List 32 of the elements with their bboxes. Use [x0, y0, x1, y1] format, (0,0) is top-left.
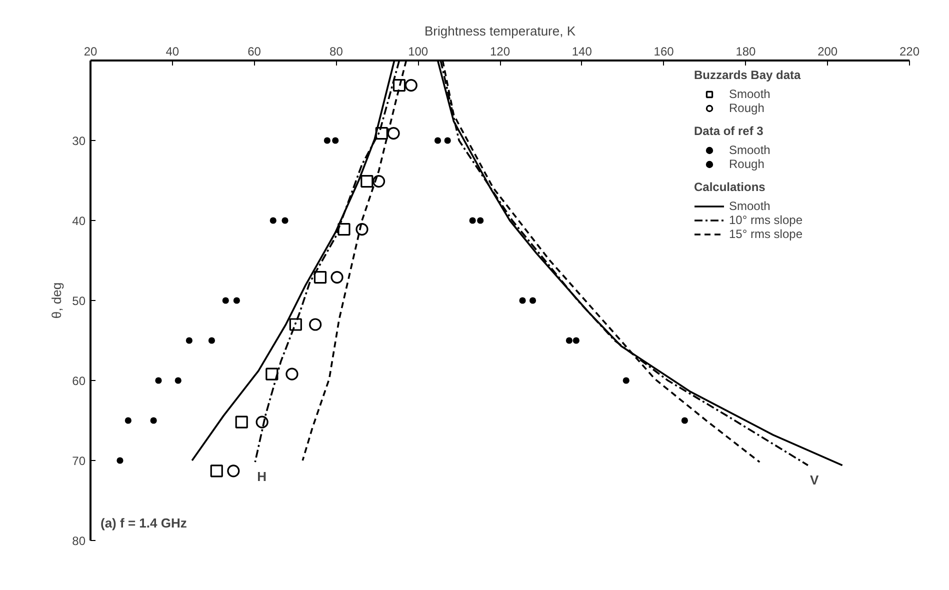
y-tick-label: 80 — [72, 534, 86, 548]
annotation: H — [257, 469, 267, 484]
x-axis-title: Brightness temperature, K — [424, 24, 576, 38]
legend-label: Rough — [729, 101, 764, 115]
x-tick-label: 20 — [84, 44, 98, 58]
x-tick-label: 160 — [654, 44, 674, 58]
legend-label: Smooth — [729, 199, 770, 213]
y-tick-label: 50 — [72, 294, 86, 308]
x-tick-label: 80 — [330, 44, 344, 58]
annotation: Data of ref 3 — [694, 124, 764, 138]
y-tick-label: 40 — [72, 214, 86, 228]
x-tick-label: 220 — [899, 44, 920, 58]
x-tick-label: 180 — [736, 44, 756, 58]
x-tick-label: 40 — [166, 44, 180, 58]
legend-label: 15° rms slope — [729, 227, 802, 241]
y-axis-title: θ, deg — [49, 282, 64, 319]
legend-label: Rough — [729, 157, 764, 171]
x-tick-label: 60 — [248, 44, 262, 58]
legend-label: 10° rms slope — [729, 213, 802, 227]
y-tick-label: 60 — [72, 374, 86, 388]
legend-label: Smooth — [729, 87, 770, 101]
x-tick-label: 140 — [572, 44, 592, 58]
y-tick-label: 30 — [72, 134, 86, 148]
annotation: V — [810, 472, 819, 488]
legend-label: Smooth — [729, 143, 770, 157]
x-tick-label: 200 — [818, 44, 838, 58]
x-tick-label: 120 — [490, 44, 510, 58]
annotation: (a) f = 1.4 GHz — [100, 516, 188, 530]
annotation: Calculations — [694, 180, 766, 194]
y-tick-label: 70 — [72, 454, 86, 468]
x-tick-label: 100 — [408, 44, 428, 58]
annotation: Buzzards Bay data — [694, 68, 801, 82]
